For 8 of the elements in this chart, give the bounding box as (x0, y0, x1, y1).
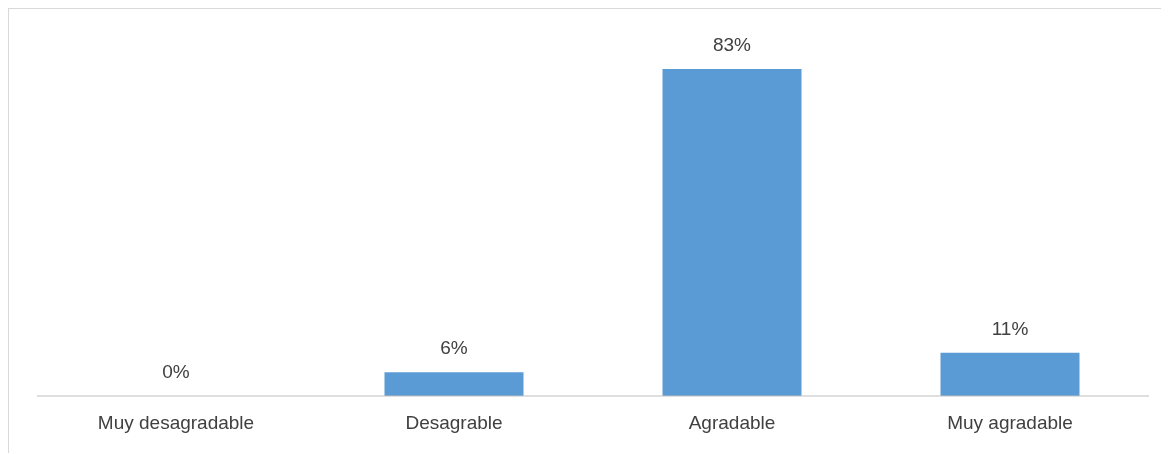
x-tick-label: Muy desagradable (97, 412, 255, 434)
data-label: 11% (991, 317, 1029, 339)
x-tick-label: Muy agradable (947, 412, 1073, 434)
data-label: 83% (712, 34, 752, 55)
data-label: 6% (440, 337, 468, 359)
x-tick-label: Agradable (688, 412, 776, 434)
x-tick-label: Desagrable (405, 412, 503, 434)
data-label: 0% (162, 361, 190, 382)
